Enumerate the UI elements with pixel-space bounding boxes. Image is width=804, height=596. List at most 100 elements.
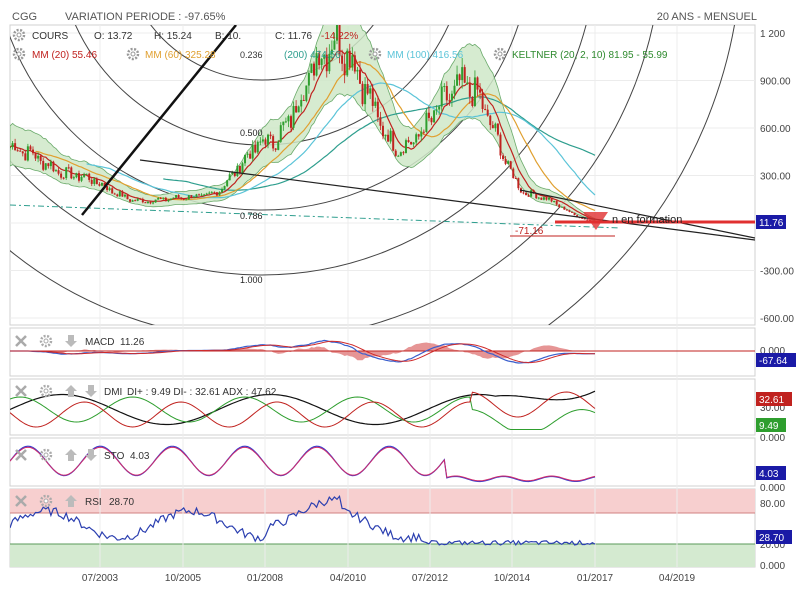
gear-icon[interactable] [39,334,53,348]
candle-body [175,195,178,198]
candle-body [504,158,507,164]
candle-body [328,53,331,72]
candle-body [149,201,152,204]
candle-body [241,163,244,174]
candle-body [190,195,193,198]
close-icon[interactable] [15,335,27,347]
candle-body [70,167,73,179]
candle-body [476,77,479,90]
candle-body [290,116,293,128]
arrow-down-icon[interactable] [65,335,77,347]
candle-body [221,188,224,193]
mm20-legend: MM (20) 55.46 [32,50,97,61]
candle-body [37,155,40,159]
rsi-tick-0: 0.000 [760,561,785,572]
candle-body [85,173,88,175]
gear-icon[interactable] [126,47,140,61]
gear-icon[interactable] [12,47,26,61]
candle-body [279,125,282,142]
arrow-up-icon[interactable] [65,495,77,507]
candle-body [573,212,576,216]
macd-badge [756,353,796,367]
rsi-title: RSI [85,497,102,508]
candle-body [466,82,469,84]
candle-body [29,146,32,150]
trendline-up [81,25,237,216]
candle-body [514,177,517,179]
candle-body [154,199,157,203]
mm60-line [35,61,596,212]
arrow-up-icon[interactable] [65,385,77,397]
candle-body [384,134,387,137]
y-tick-label: 300.00 [760,172,791,183]
cours-label: COURS [32,31,68,42]
candle-body [422,131,425,133]
candle-body [244,154,247,164]
candle-body [381,125,384,137]
sto-value: 4.03 [130,451,150,462]
dmi-plot [10,390,596,430]
x-tick-label: 07/2003 [82,573,119,584]
candle-body [338,25,341,56]
candle-body [52,161,55,172]
candle-body [236,165,239,177]
sto-tick-0: 0.000 [760,483,785,494]
sto-plot [10,445,596,483]
candle-body [16,150,19,152]
change-value: -14.22% [321,31,358,42]
candle-body [402,152,405,154]
candle-body [14,143,17,151]
candle-body [438,106,441,110]
candle-body [532,190,535,194]
candle-body [100,182,103,186]
candle-body [126,194,129,200]
candle-body [139,198,142,200]
candle-body [98,184,101,186]
candle-body [356,69,359,72]
gear-icon[interactable] [39,448,53,462]
candle-body [486,109,489,116]
close-icon[interactable] [15,385,27,397]
candle-body [545,197,548,200]
rsi-oversold-zone [10,544,755,567]
candle-body [223,186,226,189]
arrow-up-icon[interactable] [65,449,77,461]
candle-body [387,134,390,142]
candle-body [583,218,586,220]
candle-body [177,195,180,198]
candle-body [453,85,456,94]
candle-body [376,101,379,118]
pattern-annotation: n en formation [612,214,682,226]
candle-body [261,139,264,142]
candle-body [121,191,124,197]
open-value: O: 13.72 [94,31,133,42]
gear-icon[interactable] [493,47,507,61]
close-icon[interactable] [15,495,27,507]
candle-body [185,199,188,201]
gear-icon[interactable] [39,384,53,398]
candle-body [26,146,29,161]
candle-body [576,215,579,218]
y-tick-label: -300.00 [760,267,794,278]
rsi-overbought-zone [10,489,755,513]
candle-body [180,197,183,199]
gear-icon[interactable] [12,28,26,42]
last-price-badge-text: 11.76 [759,218,784,229]
candle-body [233,171,236,177]
arrow-down-icon[interactable] [85,449,97,461]
candle-body [208,192,211,194]
mm60-legend: MM (60) 325.28 [145,50,216,61]
candle-body [491,125,494,129]
gear-icon[interactable] [39,494,53,508]
candle-body [586,219,589,221]
candle-body [39,155,42,161]
gear-icon[interactable] [368,47,382,61]
candle-body [88,173,91,180]
arrow-down-icon[interactable] [85,385,97,397]
close-icon[interactable] [15,449,27,461]
period-label[interactable]: 20 ANS - MENSUEL [657,11,757,23]
dmi-values: DI+ : 9.49 DI- : 32.61 ADX : 47.62 [127,387,277,398]
candle-body [525,192,528,196]
